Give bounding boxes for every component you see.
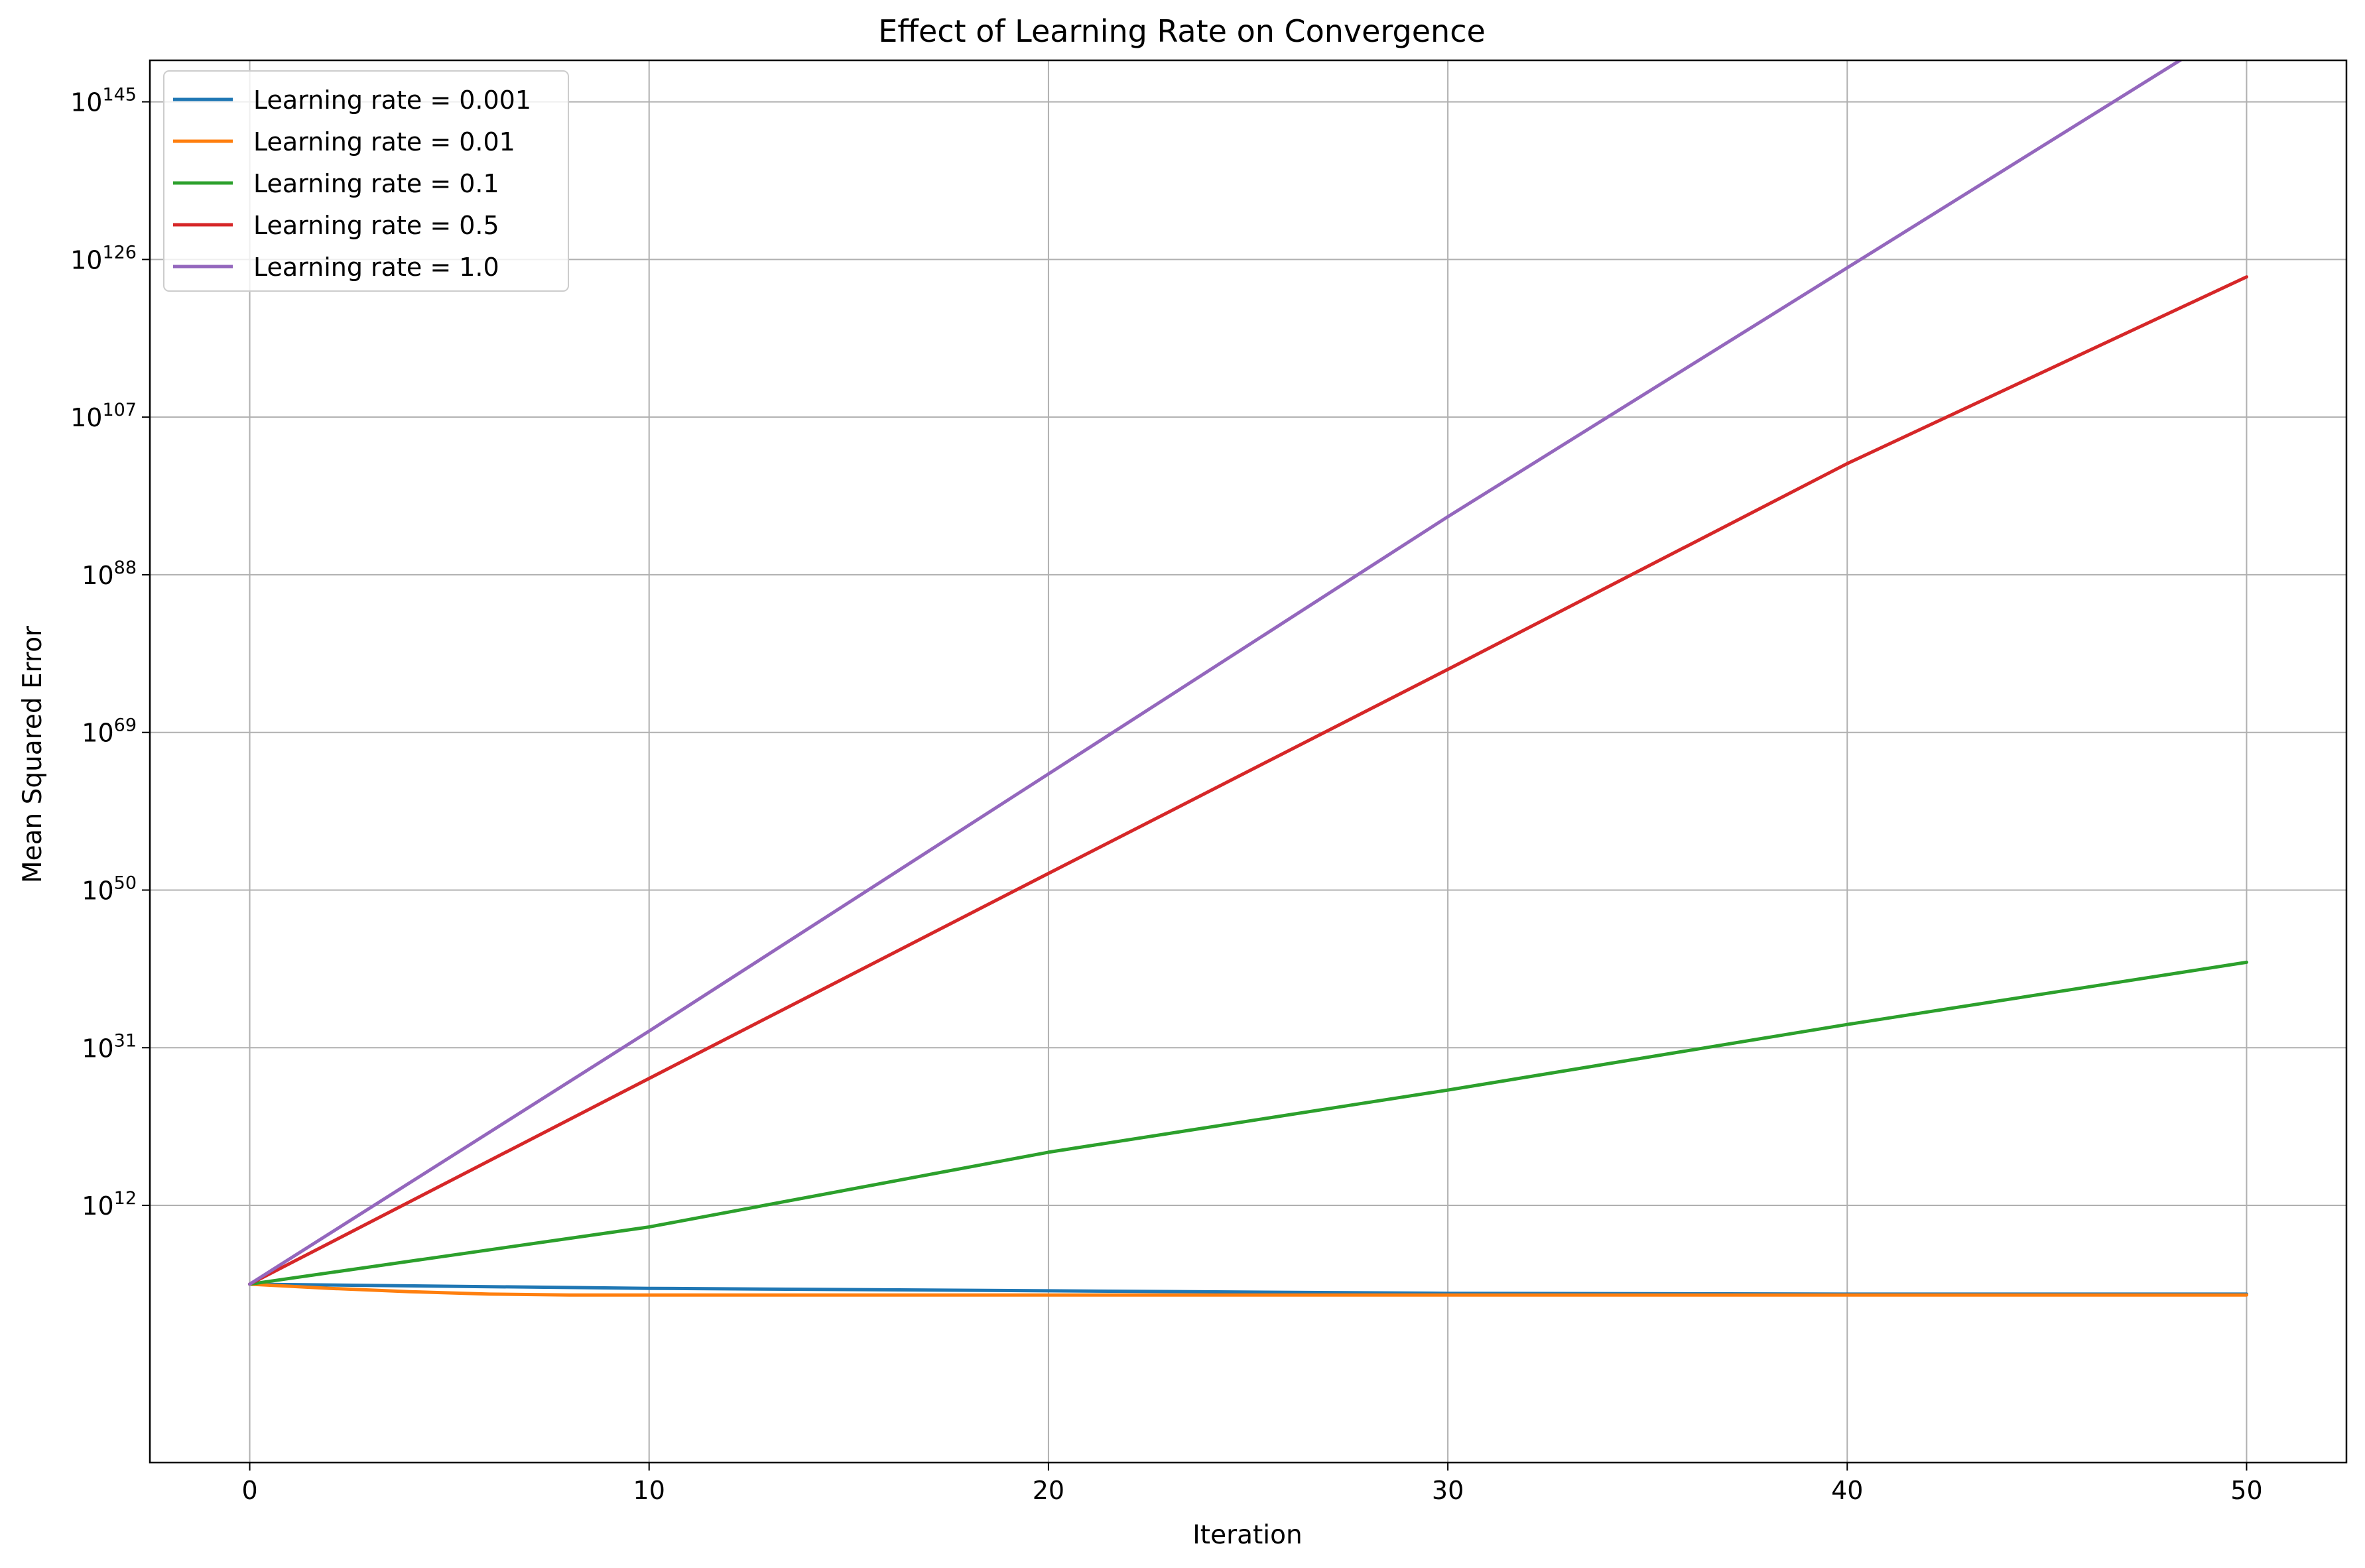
y-tick-base: 10 (70, 403, 102, 432)
y-tick-exponent: 69 (114, 715, 137, 736)
y-tick-exponent: 12 (114, 1188, 137, 1209)
chart-title: Effect of Learning Rate on Convergence (878, 13, 1486, 49)
y-tick-base: 10 (82, 719, 113, 748)
y-tick-base: 10 (82, 1191, 113, 1221)
x-tick-label: 30 (1432, 1476, 1464, 1505)
plot-frame (149, 59, 2348, 1464)
series-line-4 (248, 60, 2183, 1286)
legend-label: Learning rate = 0.001 (253, 86, 531, 115)
y-tick-exponent: 107 (102, 400, 137, 420)
y-tick-base: 10 (70, 245, 102, 274)
legend-label: Learning rate = 1.0 (253, 253, 499, 282)
y-tick-exponent: 126 (102, 242, 137, 263)
y-tick-label: 1069 (82, 715, 137, 748)
y-tick-label: 1088 (82, 558, 137, 590)
legend-label: Learning rate = 0.5 (253, 211, 499, 240)
y-tick-label: 10126 (70, 242, 137, 274)
series-line-1 (248, 1282, 2248, 1297)
x-tick-label: 40 (1831, 1476, 1863, 1505)
x-ticks: 0 10 20 30 40 50 (241, 1463, 2263, 1505)
y-tick-label: 1031 (82, 1030, 137, 1063)
y-tick-label: 10145 (70, 85, 137, 117)
y-tick-base: 10 (82, 561, 113, 590)
y-tick-exponent: 50 (114, 873, 137, 893)
legend-label: Learning rate = 0.1 (253, 169, 499, 198)
x-tick-label: 20 (1033, 1476, 1064, 1505)
legend-label: Learning rate = 0.01 (253, 127, 515, 156)
x-tick-label: 50 (2230, 1476, 2262, 1505)
series-line-3 (248, 275, 2248, 1286)
x-tick-label: 10 (633, 1476, 665, 1505)
series-layer (248, 60, 2248, 1297)
grid (150, 60, 2346, 1463)
y-tick-base: 10 (82, 1034, 113, 1063)
y-tick-exponent: 145 (102, 85, 137, 105)
y-tick-label: 1012 (82, 1188, 137, 1221)
y-tick-label: 10107 (70, 400, 137, 432)
y-tick-base: 10 (70, 88, 102, 117)
y-tick-exponent: 31 (114, 1030, 137, 1051)
x-tick-label: 0 (241, 1476, 257, 1505)
legend-box (163, 70, 569, 292)
y-tick-base: 10 (82, 876, 113, 905)
y-axis-label: Mean Squared Error (18, 625, 48, 883)
y-tick-label: 1050 (82, 873, 137, 905)
x-axis-label: Iteration (1192, 1520, 1302, 1550)
y-tick-exponent: 88 (114, 558, 137, 578)
legend: Learning rate = 0.001 Learning rate = 0.0… (163, 70, 569, 292)
series-line-2 (248, 960, 2248, 1286)
